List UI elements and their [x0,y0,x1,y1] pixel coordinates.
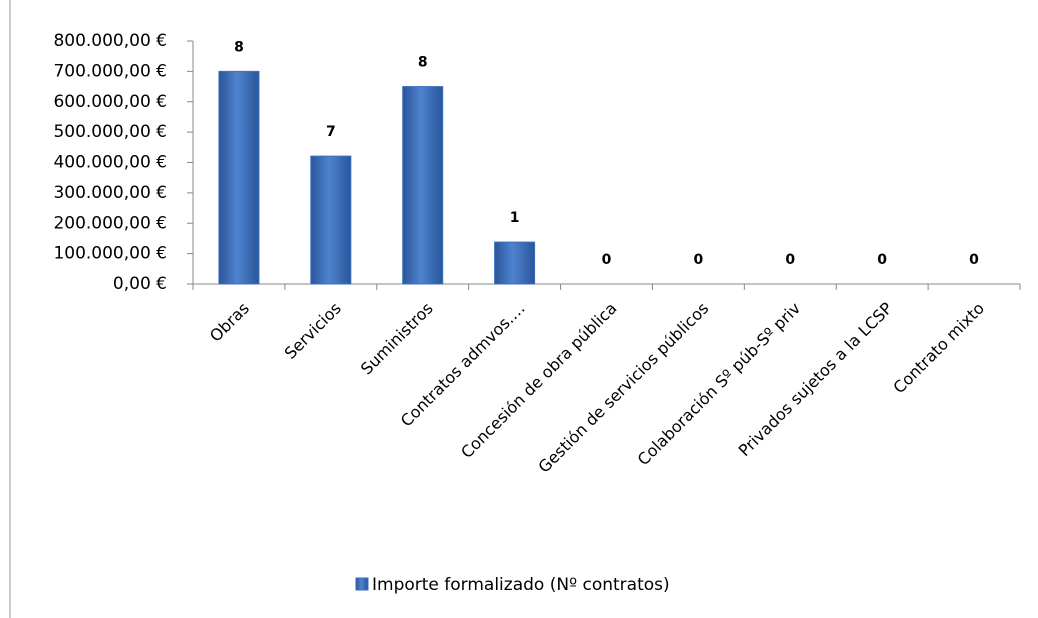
bar [494,241,536,285]
x-tick-label: Obras [206,299,253,346]
data-label: 7 [326,124,336,140]
data-label: 0 [602,252,612,268]
x-tick-label: Suministros [357,299,437,379]
x-tick-label: Servicios [281,299,345,363]
y-tick-label: 200.000,00 € [53,213,167,233]
data-label: 1 [510,210,520,226]
y-tick-label: 100.000,00 € [53,244,167,264]
data-label: 0 [785,252,795,268]
y-tick-label: 800.000,00 € [53,31,167,51]
legend-swatch [355,577,369,591]
bar [310,155,352,285]
data-label: 0 [969,252,979,268]
y-tick-label: 700.000,00 € [53,61,167,81]
data-label: 8 [234,39,244,55]
x-tick-label: Gestión de servicios públicos [534,299,712,477]
y-tick-label: 300.000,00 € [53,183,167,203]
x-tick-label: Contrato mixto [889,299,988,398]
x-tick-label: Concesión de obra pública [457,299,620,462]
legend-label: Importe formalizado (Nº contratos) [372,575,670,595]
y-tick-label: 0,00 € [113,274,167,294]
data-label: 8 [418,55,428,71]
data-label: 0 [877,252,887,268]
data-label: 0 [694,252,704,268]
y-tick-label: 400.000,00 € [53,153,167,173]
bar [402,86,444,285]
x-tick-label: Colaboración Sº púb-Sº priv [634,299,805,470]
y-tick-label: 600.000,00 € [53,92,167,112]
y-tick-label: 500.000,00 € [53,122,167,142]
x-tick-label: Privados sujetos a la LCSP [735,298,897,460]
bar [218,70,260,285]
